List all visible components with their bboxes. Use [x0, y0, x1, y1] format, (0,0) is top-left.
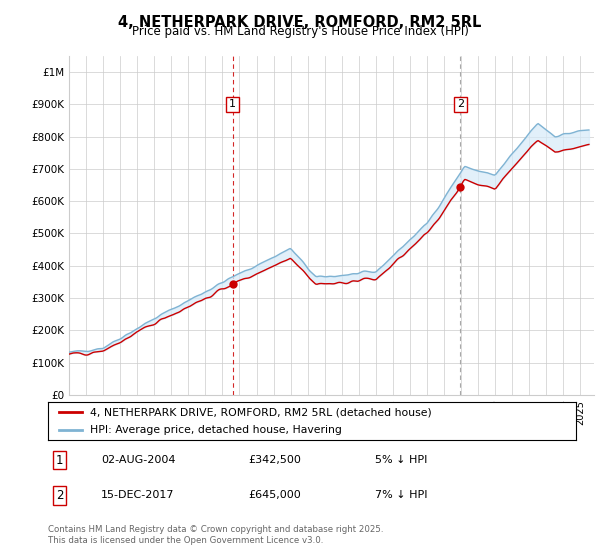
Text: Price paid vs. HM Land Registry's House Price Index (HPI): Price paid vs. HM Land Registry's House … — [131, 25, 469, 38]
Text: 4, NETHERPARK DRIVE, ROMFORD, RM2 5RL (detached house): 4, NETHERPARK DRIVE, ROMFORD, RM2 5RL (d… — [90, 407, 432, 417]
Text: 4, NETHERPARK DRIVE, ROMFORD, RM2 5RL: 4, NETHERPARK DRIVE, ROMFORD, RM2 5RL — [118, 15, 482, 30]
Text: 5% ↓ HPI: 5% ↓ HPI — [376, 455, 428, 465]
Text: £342,500: £342,500 — [248, 455, 302, 465]
Text: 1: 1 — [56, 454, 64, 466]
Text: 2: 2 — [56, 489, 64, 502]
Text: 2: 2 — [457, 100, 464, 109]
Text: £645,000: £645,000 — [248, 491, 301, 501]
Text: 02-AUG-2004: 02-AUG-2004 — [101, 455, 175, 465]
Text: 1: 1 — [229, 100, 236, 109]
Text: Contains HM Land Registry data © Crown copyright and database right 2025.
This d: Contains HM Land Registry data © Crown c… — [48, 525, 383, 545]
Text: 7% ↓ HPI: 7% ↓ HPI — [376, 491, 428, 501]
Text: 15-DEC-2017: 15-DEC-2017 — [101, 491, 175, 501]
Text: HPI: Average price, detached house, Havering: HPI: Average price, detached house, Have… — [90, 425, 342, 435]
